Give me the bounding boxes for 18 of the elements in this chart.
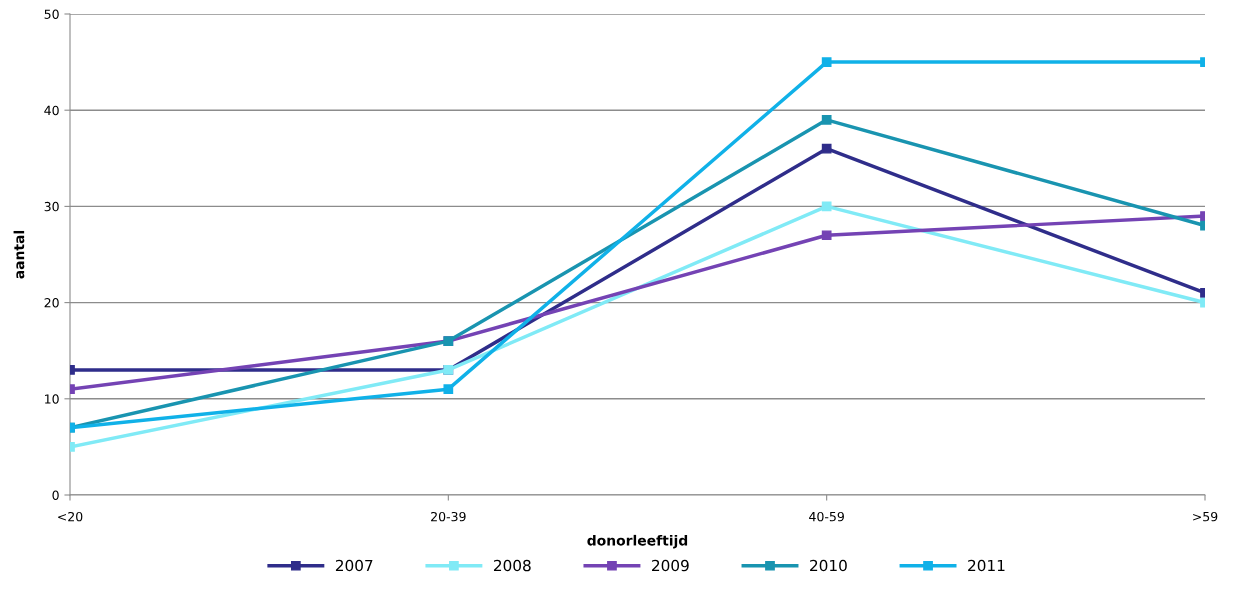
y-tick-label: 30 (44, 201, 59, 212)
point (821, 114, 832, 125)
y-tick-label: 40 (44, 105, 59, 116)
legend-label: 2010 (810, 559, 847, 572)
legend-label: 2008 (493, 559, 531, 572)
y-tick-label: 0 (52, 490, 59, 500)
x-tick-label: 20-39 (431, 511, 466, 522)
x-tick-label: >59 (1193, 511, 1218, 522)
y-tick-label: 10 (45, 394, 59, 404)
legend-label: 2011 (968, 559, 1005, 572)
y-axis-title: aantal (13, 230, 25, 279)
x-tick-label: <20 (58, 511, 83, 522)
y-tick-label: 20 (44, 298, 59, 308)
y-tick-label: 50 (44, 9, 59, 19)
x-tick-label: 40-59 (809, 511, 844, 522)
legend-label: 2009 (652, 559, 689, 572)
legend-label: 2007 (335, 559, 373, 572)
x-axis-title: donorleeftijd (587, 534, 688, 549)
